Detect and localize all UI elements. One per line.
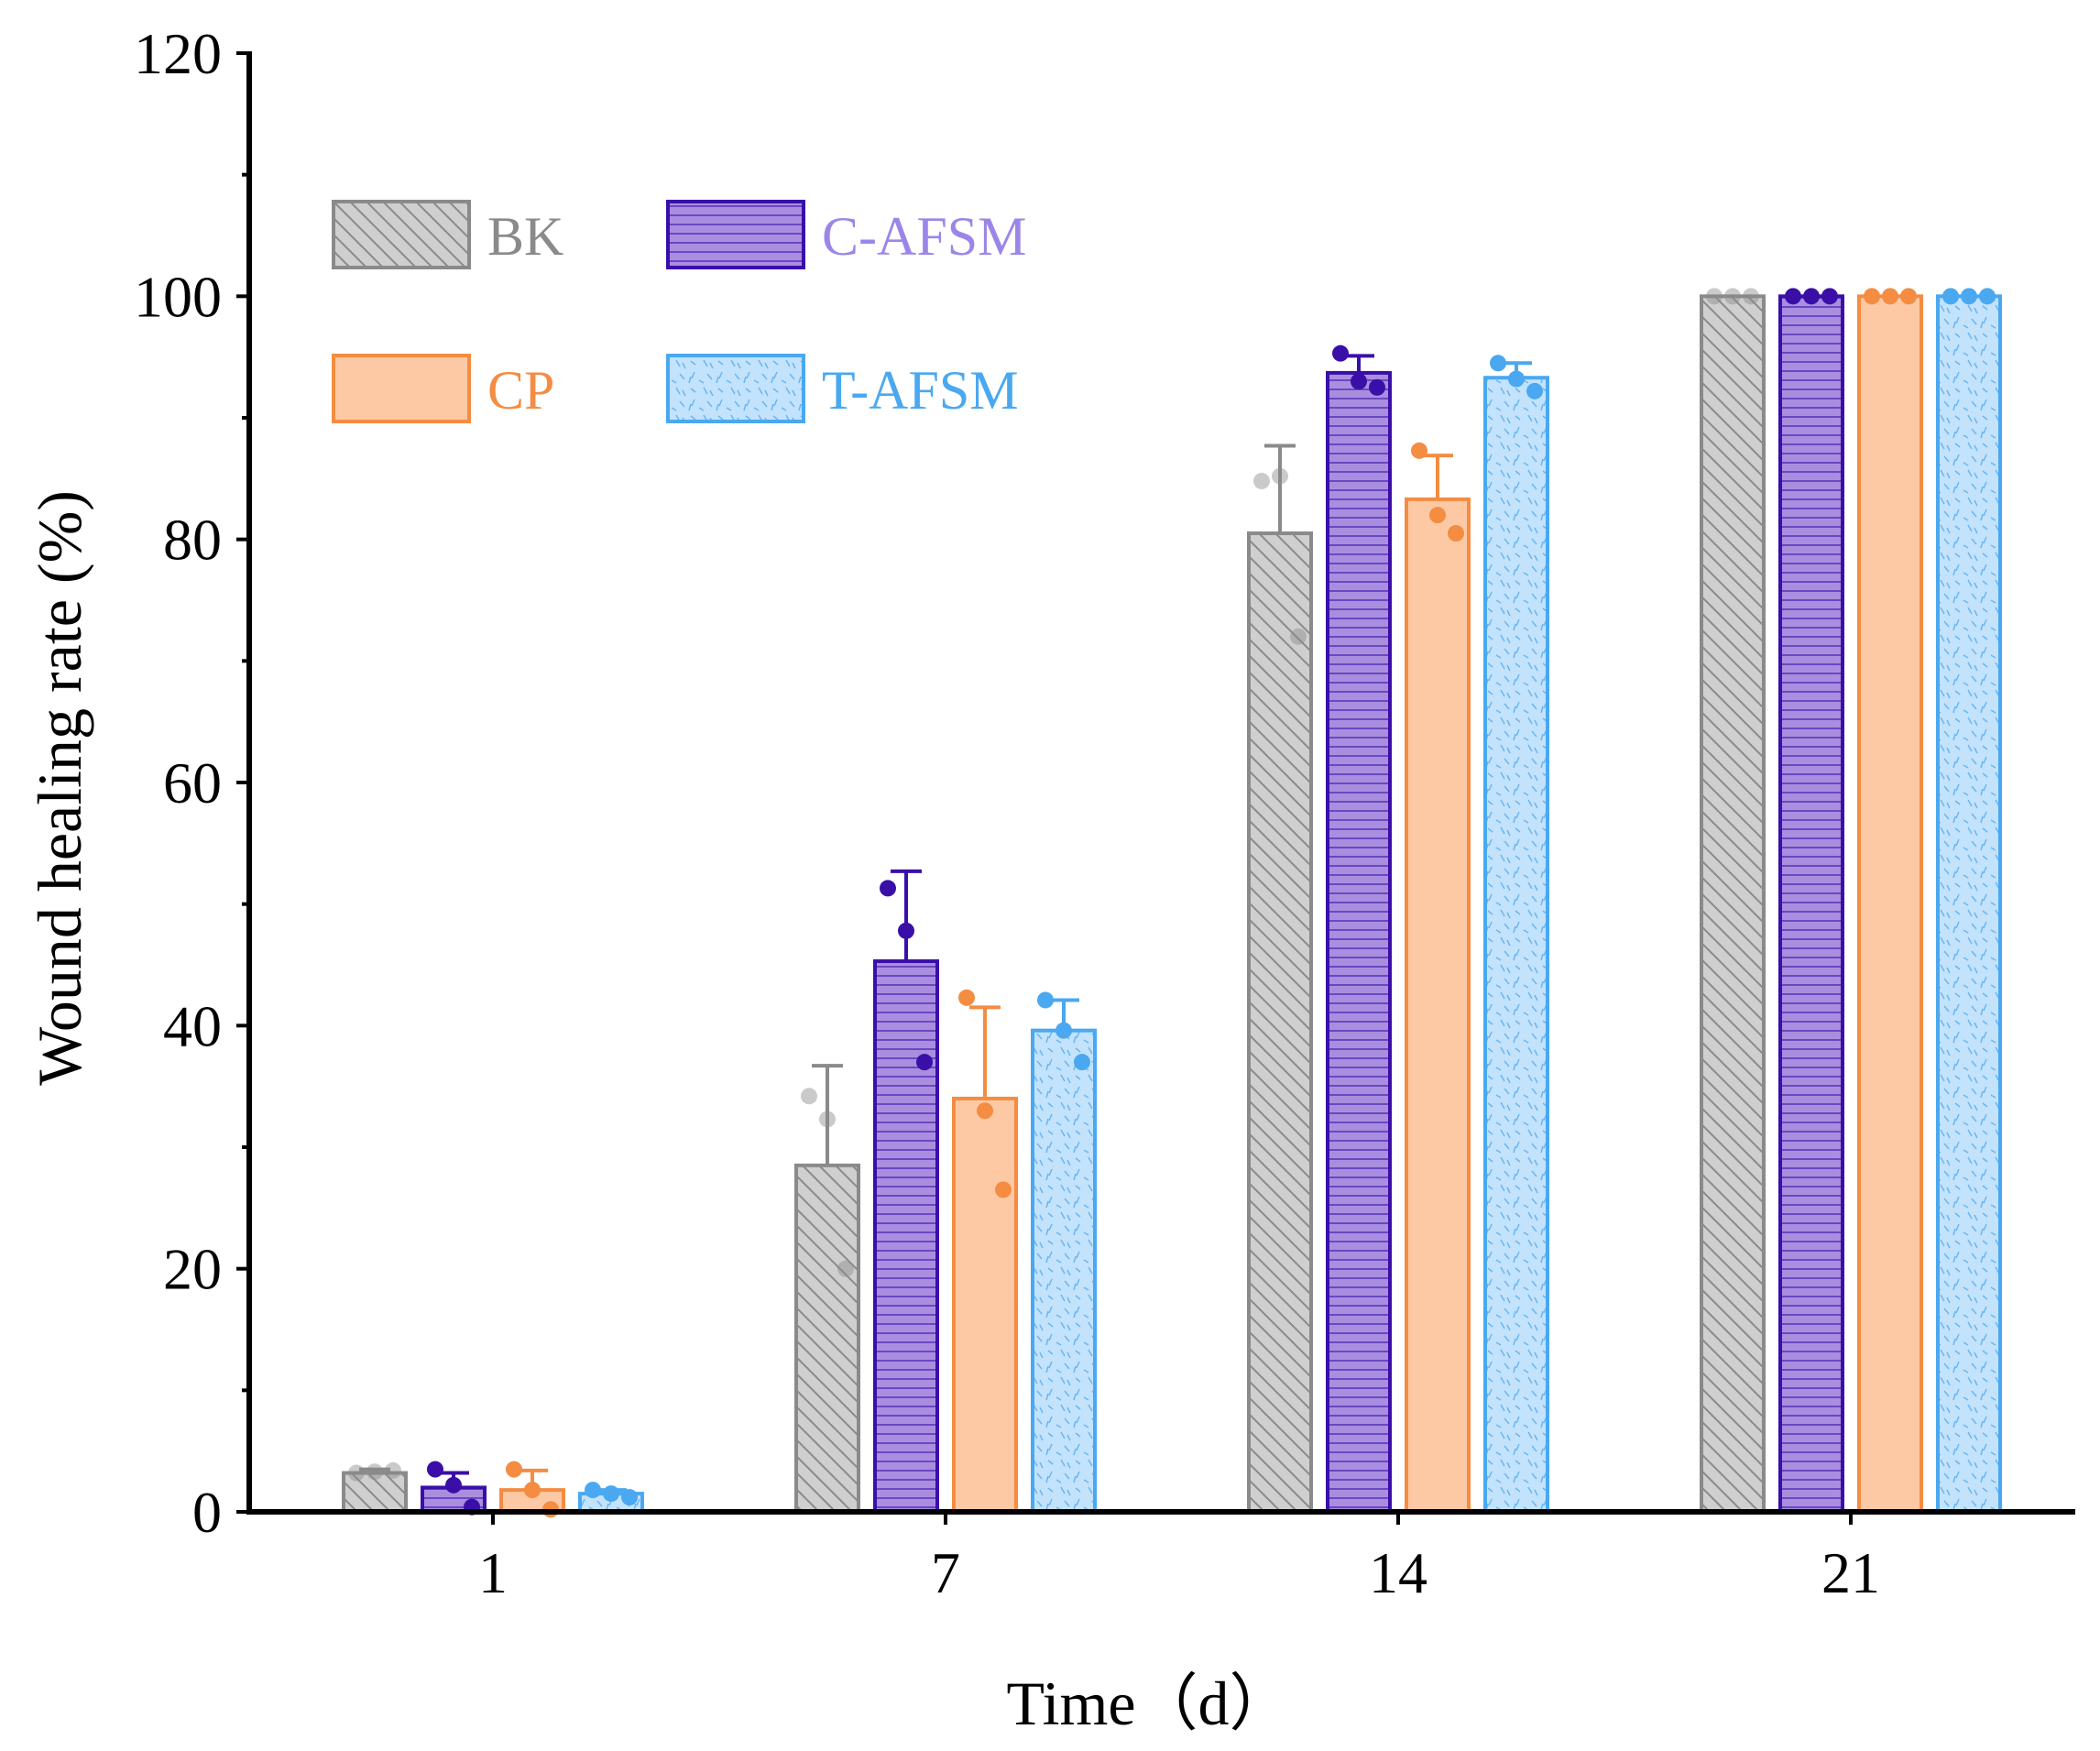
error-bar-c-afsm-day-7 [891,869,922,962]
bar-cp-day-21 [1857,294,1923,1514]
point-t-afsm-day-1-2 [603,1485,619,1503]
point-c-afsm-day-14-1 [1332,345,1349,362]
point-bk-day-14-2 [1272,467,1288,485]
point-t-afsm-day-1-1 [585,1482,601,1499]
x-tick-label-7: 7 [931,1540,960,1605]
point-bk-day-1-2 [366,1463,383,1481]
point-t-afsm-day-14-1 [1490,355,1506,372]
point-t-afsm-day-21-2 [1961,288,1977,305]
point-c-afsm-day-1-1 [427,1461,443,1478]
y-tick-label-100: 100 [134,264,222,329]
point-bk-day-14-3 [1290,628,1307,645]
x-tick-label-21: 21 [1821,1540,1880,1605]
x-axis-title: Time（d） [1006,1669,1291,1738]
legend-swatch-c-afsm [666,200,805,269]
bar-bk-day-7 [794,1163,860,1515]
bar-cp-day-14 [1405,497,1471,1514]
bar-cp-day-7 [952,1096,1018,1515]
bar-bk-day-14 [1247,531,1313,1514]
bar-c-afsm-day-7 [873,959,939,1514]
point-cp-day-7-3 [995,1181,1012,1198]
point-cp-day-14-3 [1448,525,1464,542]
point-c-afsm-day-21-1 [1785,288,1801,305]
point-bk-day-7-2 [819,1111,836,1128]
point-t-afsm-day-7-3 [1074,1054,1090,1071]
point-c-afsm-day-1-2 [445,1476,462,1494]
bars-layer [342,294,2002,1515]
point-cp-day-21-2 [1882,288,1898,305]
legend-item-t-afsm: T-AFSM [666,354,1019,423]
point-bk-day-7-3 [837,1260,854,1277]
point-t-afsm-day-7-2 [1055,1022,1072,1039]
point-bk-day-1-3 [385,1461,401,1479]
error-bar-bk-day-7 [812,1064,843,1166]
point-cp-day-14-2 [1429,507,1446,524]
point-bk-day-21-1 [1706,288,1723,305]
legend-item-bk: BK [332,200,563,269]
point-bk-day-1-1 [348,1464,365,1482]
error-bar-bk-day-14 [1264,443,1296,534]
point-bk-day-7-1 [801,1088,817,1105]
legend-swatch-cp [332,354,471,423]
bar-t-afsm-day-21 [1936,294,2002,1514]
point-c-afsm-day-14-3 [1369,378,1385,396]
x-tick-label-14: 14 [1369,1540,1427,1605]
point-c-afsm-day-7-2 [898,922,914,939]
axes-layer: 0 20 40 60 80 100 120 1 7 14 21 [134,21,2075,1605]
legend-label-c-afsm: C-AFSM [822,206,1026,267]
legend-item-c-afsm: C-AFSM [666,200,1026,269]
legend-label-t-afsm: T-AFSM [822,360,1019,421]
x-tick-label-1: 1 [478,1540,508,1605]
y-tick-label-60: 60 [163,750,222,815]
point-cp-day-21-3 [1900,288,1917,305]
point-c-afsm-day-14-2 [1351,373,1367,390]
point-cp-day-1-1 [506,1461,522,1478]
y-tick-label-80: 80 [163,508,222,573]
error-bar-cp-day-7 [969,1005,1001,1099]
points-layer [348,288,1996,1518]
y-tick-label-20: 20 [163,1237,222,1302]
legend: BK C-AFSM CP T-AFSM [332,200,1026,423]
y-axis-title: Wound healing rate (%) [25,490,94,1086]
point-bk-day-21-3 [1743,288,1759,305]
bar-c-afsm-day-21 [1778,294,1844,1514]
legend-label-bk: BK [487,206,563,267]
error-bar-cp-day-14 [1422,454,1453,499]
legend-swatch-t-afsm [666,354,805,423]
point-bk-day-14-1 [1253,472,1270,489]
point-t-afsm-day-1-3 [621,1489,638,1506]
point-cp-day-1-2 [524,1482,541,1499]
point-cp-day-7-1 [958,989,975,1006]
legend-item-cp: CP [332,354,554,423]
bar-bk-day-21 [1700,294,1766,1514]
bar-c-afsm-day-14 [1326,370,1392,1514]
error-bar-bk-day-1 [359,1467,390,1473]
point-t-afsm-day-7-1 [1037,991,1054,1009]
bar-t-afsm-day-7 [1031,1028,1097,1514]
y-tick-label-40: 40 [163,993,222,1058]
point-t-afsm-day-14-2 [1508,370,1525,388]
legend-label-cp: CP [487,360,554,421]
point-c-afsm-day-7-1 [880,880,896,897]
point-c-afsm-day-21-3 [1821,288,1838,305]
point-cp-day-14-1 [1411,442,1427,459]
legend-swatch-bk [332,200,471,269]
point-c-afsm-day-7-3 [916,1054,933,1071]
point-t-afsm-day-21-3 [1979,288,1996,305]
point-c-afsm-day-21-2 [1803,288,1820,305]
point-cp-day-21-1 [1864,288,1880,305]
point-t-afsm-day-14-3 [1526,382,1543,399]
y-tick-label-0: 0 [192,1480,222,1545]
point-bk-day-21-2 [1724,288,1741,305]
y-tick-label-120: 120 [134,21,222,86]
point-cp-day-7-2 [977,1102,993,1120]
point-t-afsm-day-21-1 [1942,288,1959,305]
error-bar-c-afsm-day-14 [1343,354,1374,373]
bar-t-afsm-day-14 [1483,376,1549,1515]
